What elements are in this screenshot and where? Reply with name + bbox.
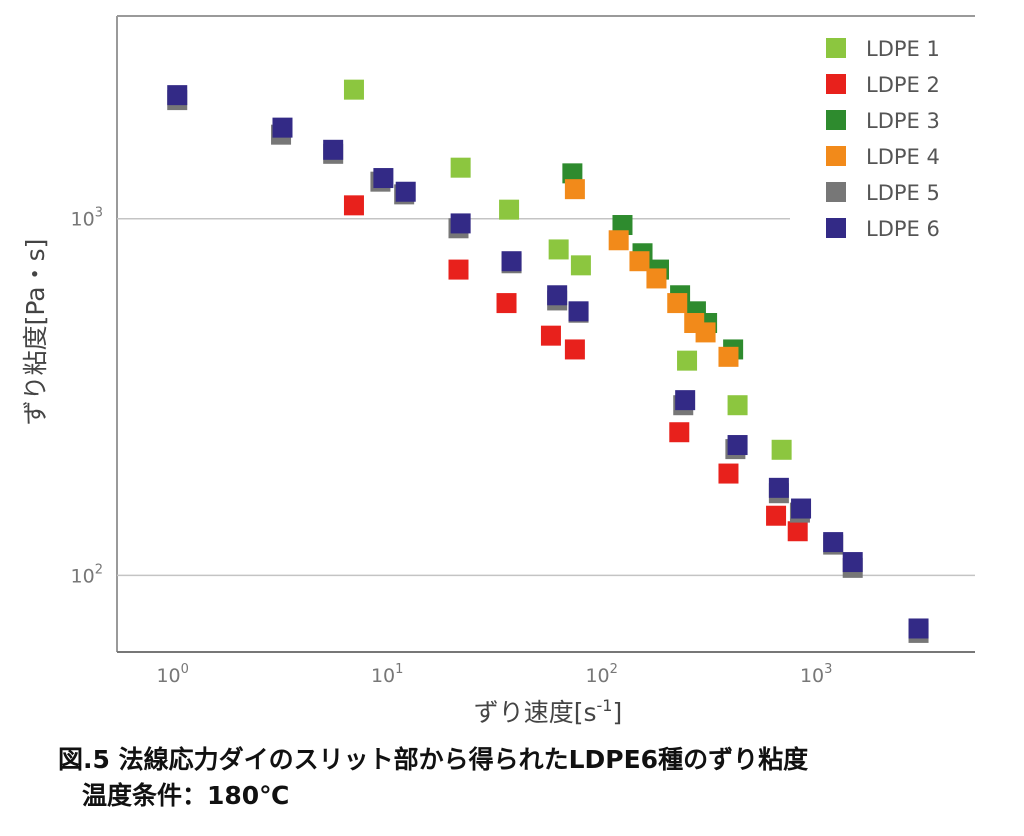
x-tick-label: 101 [371, 662, 403, 687]
legend-swatch [826, 110, 846, 130]
data-points [167, 79, 929, 643]
data-point-ldpe-2 [766, 505, 787, 526]
caption-line-1: 図.5 法線応力ダイのスリット部から得られたLDPE6種のずり粘度 [58, 745, 809, 774]
data-point-ldpe-1 [677, 350, 698, 371]
figure-caption: 図.5 法線応力ダイのスリット部から得られたLDPE6種のずり粘度 温度条件：1… [58, 742, 808, 814]
data-point-ldpe-3 [562, 163, 583, 184]
data-point-ldpe-6 [395, 181, 416, 202]
x-tick-labels: 100 101 102 103 [156, 662, 832, 687]
data-point-ldpe-2 [343, 195, 364, 216]
legend-label: LDPE 1 [866, 37, 940, 61]
data-point-ldpe-6 [768, 477, 789, 498]
legend-swatch [826, 74, 846, 94]
x-axis-title: ずり速度[s-1] [474, 696, 623, 727]
data-point-ldpe-1 [548, 239, 569, 260]
y-tick-labels: 102 103 [71, 206, 103, 588]
data-point-ldpe-1 [570, 255, 591, 276]
legend-swatch [826, 182, 846, 202]
data-point-ldpe-6 [501, 251, 522, 272]
legend-swatch [826, 218, 846, 238]
data-point-ldpe-2 [718, 463, 739, 484]
data-point-ldpe-2 [669, 422, 690, 443]
legend-label: LDPE 2 [866, 73, 940, 97]
y-tick-label: 102 [71, 562, 103, 587]
data-point-ldpe-1 [343, 79, 364, 100]
data-point-ldpe-1 [771, 439, 792, 460]
data-point-ldpe-6 [568, 301, 589, 322]
x-tick-label: 102 [585, 662, 617, 687]
data-point-ldpe-6 [675, 390, 696, 411]
y-axis-title: ずり粘度[Pa・s] [21, 239, 50, 426]
data-point-ldpe-4 [695, 322, 716, 343]
data-point-ldpe-4 [718, 346, 739, 367]
data-point-ldpe-2 [448, 259, 469, 280]
data-point-ldpe-6 [842, 552, 863, 573]
legend-label: LDPE 3 [866, 109, 940, 133]
data-point-ldpe-4 [667, 293, 688, 314]
data-point-ldpe-4 [629, 251, 650, 272]
data-point-ldpe-1 [499, 199, 520, 220]
y-tick-label: 103 [71, 206, 103, 231]
data-point-ldpe-6 [791, 498, 812, 519]
data-point-ldpe-1 [727, 395, 748, 416]
data-point-ldpe-2 [787, 521, 808, 542]
data-point-ldpe-6 [373, 168, 394, 189]
data-point-ldpe-6 [450, 213, 471, 234]
data-point-ldpe-1 [450, 157, 471, 178]
x-tick-label: 103 [800, 662, 832, 687]
data-point-ldpe-6 [727, 435, 748, 456]
data-point-ldpe-3 [612, 215, 633, 236]
data-point-ldpe-6 [908, 618, 929, 639]
x-tick-label: 100 [156, 662, 188, 687]
data-point-ldpe-4 [646, 268, 667, 289]
legend-swatch [826, 146, 846, 166]
data-point-ldpe-4 [564, 179, 585, 200]
legend-swatch [826, 38, 846, 58]
caption-line-2: 温度条件：180℃ [82, 781, 290, 810]
legend-label: LDPE 4 [866, 145, 940, 169]
data-point-ldpe-4 [608, 230, 629, 251]
data-point-ldpe-2 [564, 339, 585, 360]
data-point-ldpe-6 [272, 117, 293, 138]
data-point-ldpe-6 [547, 285, 568, 306]
data-point-ldpe-6 [167, 85, 188, 106]
legend-label: LDPE 5 [866, 181, 940, 205]
legend: LDPE 1 LDPE 2 LDPE 3 LDPE 4 LDPE 5 LDPE 6 [826, 37, 940, 241]
data-point-ldpe-6 [823, 532, 844, 553]
legend-label: LDPE 6 [866, 217, 940, 241]
y-gridlines [117, 217, 975, 577]
data-point-ldpe-6 [323, 139, 344, 160]
data-point-ldpe-2 [496, 293, 517, 314]
data-point-ldpe-2 [540, 325, 561, 346]
